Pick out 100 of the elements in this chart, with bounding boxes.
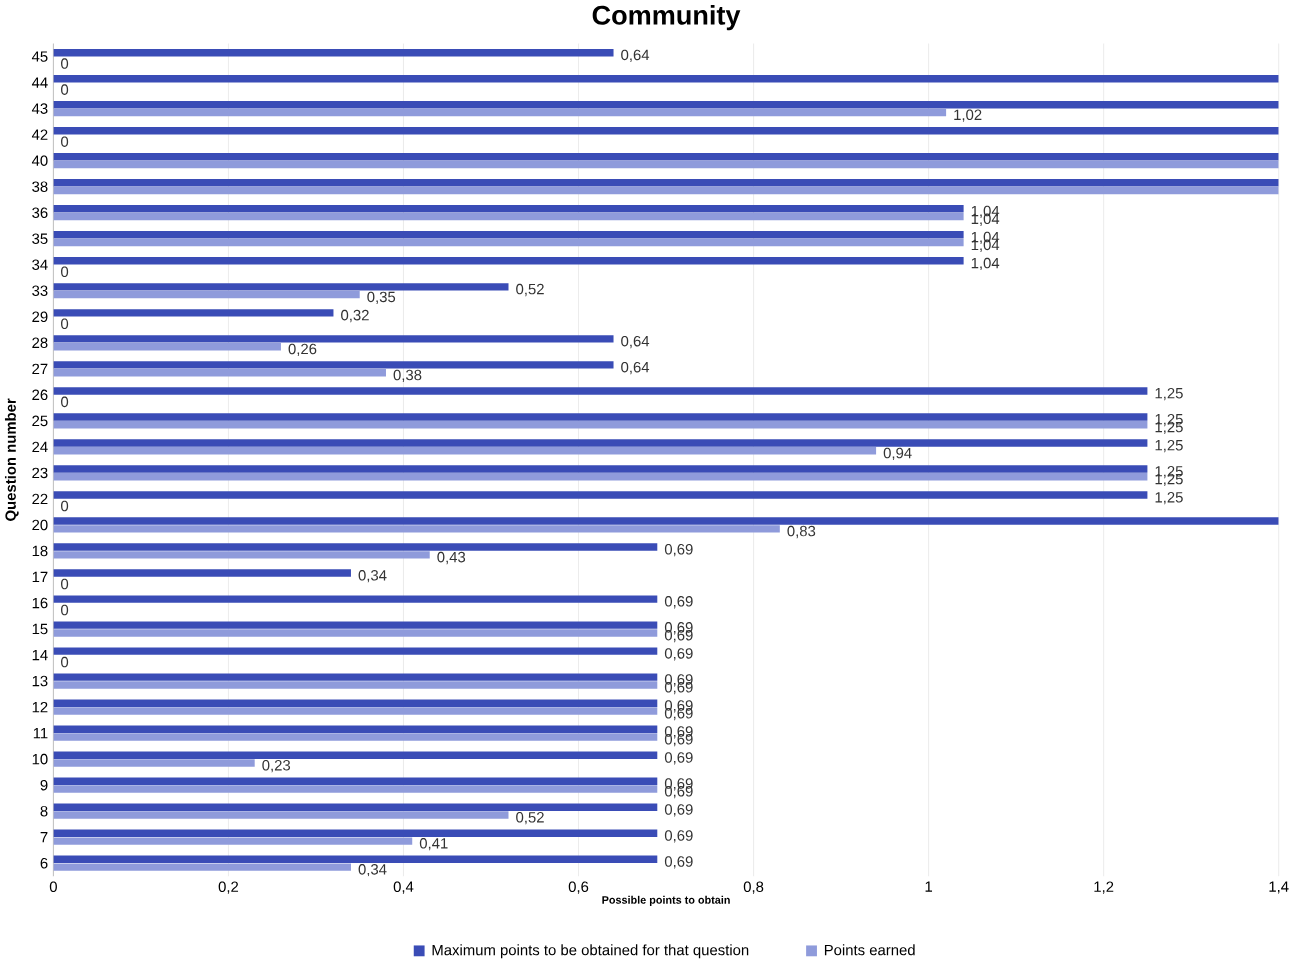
bar [53,811,509,819]
data-label: 0,64 [621,49,650,63]
y-tick-label: 42 [31,129,48,140]
bar [53,160,1279,169]
data-label: 0 [61,656,69,668]
bar [53,101,1279,109]
bar [53,75,1279,83]
y-tick-label: 9 [40,780,48,791]
data-label: 0,52 [516,812,544,825]
y-tick-label: 6 [40,858,48,869]
legend-label: Points earned [824,944,915,956]
bar [53,551,430,559]
data-label: 0,83 [787,525,816,539]
y-tick-label: 15 [32,623,48,635]
bar [53,543,658,551]
data-label: 0 [61,604,69,616]
y-tick-label: 18 [32,545,48,557]
bar [53,387,1148,395]
bar [53,733,658,741]
data-label: 0 [61,396,69,408]
bar [53,127,1279,135]
data-label: 0,94 [883,447,912,461]
data-label: 1,04 [971,257,1000,271]
data-label: 1,25 [1155,440,1183,453]
x-tick-label: 0,8 [743,881,764,894]
bar [53,413,1148,421]
data-label: 1,02 [954,109,982,122]
bar [53,647,658,655]
y-axis-title: Question number [4,398,19,522]
bar [53,863,351,871]
data-label: 0 [61,500,69,512]
bar [53,491,1148,499]
bar [53,629,658,637]
data-label: 0,69 [664,596,693,609]
bar [53,291,360,299]
data-label: 0,35 [367,291,396,305]
y-tick-label: 44 [31,77,48,88]
data-label: 0,26 [288,343,317,357]
data-label: 0,34 [358,570,387,583]
bar [53,725,658,734]
bar [53,829,658,838]
bar [53,707,658,715]
data-label: 0 [61,58,69,69]
data-label: 0 [61,84,69,95]
y-tick-label: 36 [32,207,48,219]
bar [53,569,351,577]
bar [53,517,1279,525]
bar [53,421,1148,429]
bar [53,283,509,291]
bar [53,231,964,239]
y-tick-label: 40 [31,155,48,167]
bar [53,777,658,786]
bar [53,439,1148,447]
x-tick-label: 0,2 [218,881,239,894]
x-tick-label: 0,4 [393,881,414,894]
data-label: 0,69 [664,648,693,661]
y-tick-label: 24 [32,441,48,453]
data-label: 0,64 [621,335,650,349]
bar [53,621,658,629]
y-tick-label: 16 [32,597,48,609]
chart-title: Community [592,5,741,31]
y-tick-label: 34 [32,259,48,271]
data-label: 0,52 [516,283,544,297]
y-tick-label: 33 [32,285,48,297]
bar [53,186,1279,195]
bar [53,803,658,812]
bar [53,239,964,247]
bar [53,361,614,369]
data-label: 0 [61,266,69,278]
bar [53,369,386,377]
bar [53,837,413,845]
x-tick-label: 1,4 [1269,881,1289,894]
y-tick-label: 45 [31,51,48,62]
y-tick-label: 13 [32,675,48,687]
data-label: 0,32 [341,309,369,323]
bar [53,465,1148,473]
data-label: 0,43 [437,551,466,565]
data-label: 0,69 [664,856,693,869]
data-label: 0,41 [419,838,448,851]
data-label: 0,69 [664,804,693,817]
y-tick-label: 26 [32,389,48,401]
x-axis-title: Possible points to obtain [602,895,730,907]
y-tick-label: 28 [32,337,48,349]
y-tick-label: 17 [32,571,48,583]
bar [53,673,658,681]
y-tick-label: 12 [32,702,48,713]
y-tick-label: 10 [32,753,48,765]
data-label: 0 [61,318,69,330]
bar [53,205,964,213]
x-tick-label: 1,2 [1094,881,1114,894]
y-tick-label: 23 [32,467,48,479]
y-tick-label: 8 [40,806,48,817]
y-tick-label: 25 [32,415,48,427]
y-tick-label: 20 [32,519,48,531]
bar [53,179,1279,187]
bar [53,213,964,221]
bar [53,257,964,265]
data-label: 0,38 [393,369,422,383]
bar [53,785,658,793]
bar [53,335,614,343]
